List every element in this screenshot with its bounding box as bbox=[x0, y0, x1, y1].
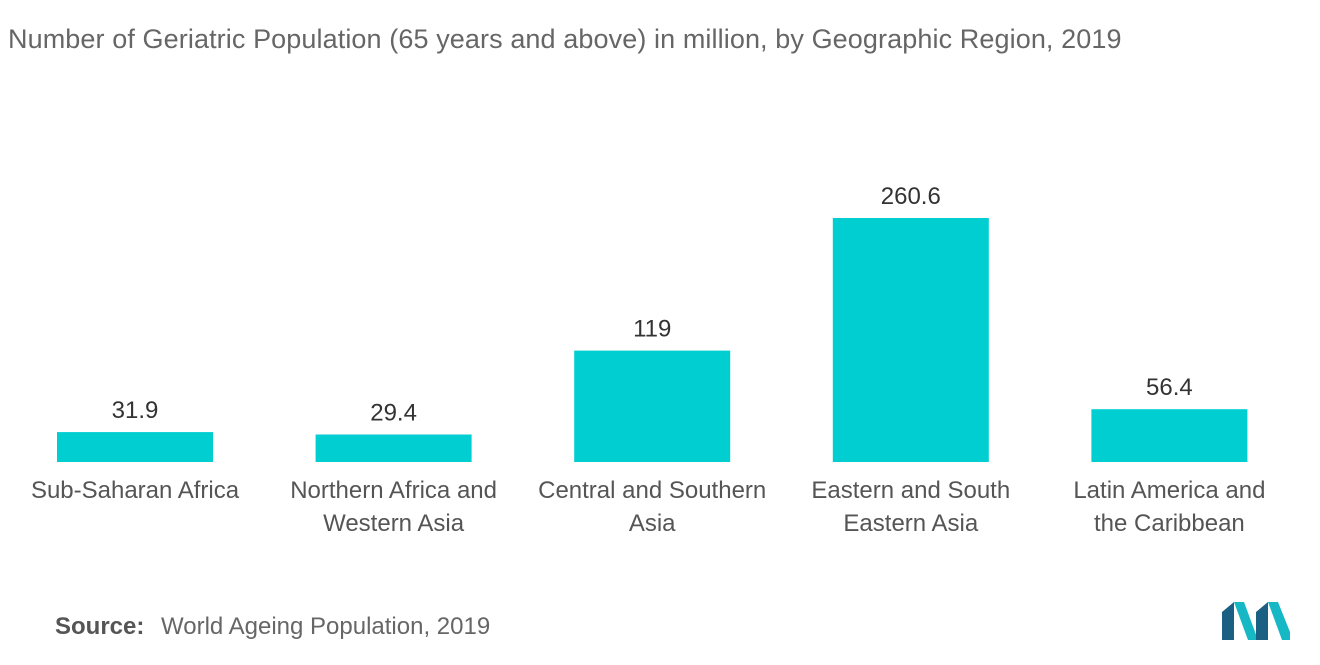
source-note: Source: World Ageing Population, 2019 bbox=[55, 613, 490, 641]
bar-value-label: 31.9 bbox=[112, 397, 159, 424]
bar-chart: 31.9 Sub-Saharan Africa 29.4 Northern Afric… bbox=[31, 183, 1266, 537]
category-label: Asia bbox=[629, 510, 676, 537]
category-label: Eastern and South bbox=[811, 477, 1010, 504]
category-label: Central and Southern bbox=[538, 477, 766, 504]
chart-title: Number of Geriatric Population (65 years… bbox=[8, 24, 1122, 54]
category-label: Sub-Saharan Africa bbox=[31, 477, 240, 504]
bar-value-label: 29.4 bbox=[370, 400, 417, 427]
bar bbox=[832, 218, 989, 462]
category-label: Latin America and bbox=[1073, 477, 1265, 504]
mordor-intelligence-logo-icon bbox=[1222, 602, 1290, 640]
category-label: Western Asia bbox=[323, 510, 465, 537]
bar bbox=[315, 434, 472, 462]
bar bbox=[574, 350, 731, 462]
bar bbox=[57, 432, 213, 462]
category-label: Northern Africa and bbox=[290, 477, 497, 504]
bar-value-label: 56.4 bbox=[1146, 374, 1193, 401]
bar-value-label: 119 bbox=[633, 316, 671, 343]
source-text: World Ageing Population, 2019 bbox=[161, 613, 491, 640]
category-label: the Caribbean bbox=[1094, 510, 1245, 537]
bar-value-label: 260.6 bbox=[881, 183, 941, 210]
category-label: Eastern Asia bbox=[843, 510, 978, 537]
source-label: Source: bbox=[55, 613, 145, 640]
bar bbox=[1091, 409, 1248, 462]
